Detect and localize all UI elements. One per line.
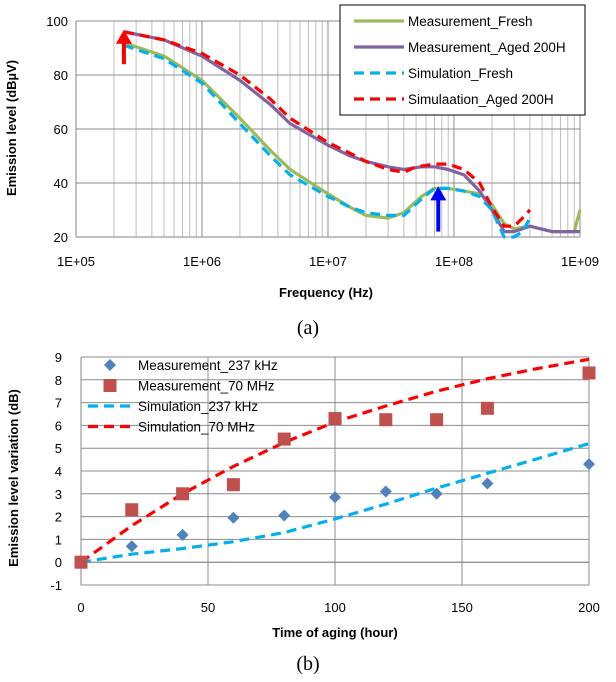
y-tick-label: 8 bbox=[55, 373, 62, 388]
y-tick-label: 2 bbox=[55, 510, 62, 525]
series-line-simulation-fresh bbox=[123, 43, 532, 239]
y-tick-label: 6 bbox=[55, 418, 62, 433]
y-tick-label: 100 bbox=[46, 14, 68, 29]
caption-a: (a) bbox=[297, 317, 319, 339]
legend-label-measurement-237-khz: Measurement_237 kHz bbox=[138, 358, 278, 373]
x-tick-label: 1E+09 bbox=[561, 254, 599, 269]
data-point-measurement-237-khz bbox=[125, 540, 138, 553]
data-point-measurement-70-mhz bbox=[226, 478, 240, 492]
data-point-measurement-70-mhz bbox=[430, 413, 444, 427]
data-point-measurement-70-mhz bbox=[74, 555, 88, 569]
chart-a-legend: Measurement_Fresh Measurement_Aged 200H Si… bbox=[339, 4, 586, 116]
y-tick-label: 80 bbox=[54, 68, 68, 83]
data-point-measurement-70-mhz bbox=[176, 487, 190, 501]
data-point-measurement-70-mhz bbox=[277, 432, 291, 446]
data-point-measurement-237-khz bbox=[481, 477, 494, 490]
chart-a-axes bbox=[75, 21, 580, 238]
data-point-measurement-70-mhz bbox=[328, 412, 342, 426]
data-point-measurement-237-khz bbox=[278, 509, 291, 522]
y-tick-label: 1 bbox=[55, 532, 62, 547]
y-tick-label: 5 bbox=[55, 441, 62, 456]
chart-b-legend: Measurement_237 kHz Measurement_70 MHz Sim… bbox=[88, 358, 278, 435]
data-point-measurement-70-mhz bbox=[125, 503, 139, 517]
annotation-arrow-head bbox=[115, 29, 132, 44]
data-point-measurement-70-mhz bbox=[480, 401, 494, 415]
x-tick-label: 200 bbox=[578, 600, 600, 615]
chart-b-axes bbox=[80, 357, 589, 585]
data-point-measurement-237-khz bbox=[329, 491, 341, 504]
x-tick-label: 100 bbox=[324, 600, 346, 615]
chart-b-x-axis-label: Time of aging (hour) bbox=[272, 625, 397, 640]
x-tick-label: 1E+08 bbox=[435, 254, 473, 269]
annotation-arrow-head bbox=[430, 186, 447, 201]
y-tick-label: 40 bbox=[54, 176, 68, 191]
legend-label-simulation-70-mhz: Simulation_70 MHz bbox=[138, 420, 255, 435]
y-tick-label: 3 bbox=[55, 487, 62, 502]
y-tick-label: 7 bbox=[55, 396, 62, 411]
chart-b-series bbox=[74, 357, 596, 569]
data-point-measurement-237-khz bbox=[379, 485, 392, 498]
data-point-measurement-70-mhz bbox=[379, 413, 393, 427]
y-tick-label: 9 bbox=[55, 350, 62, 365]
legend-swatch-measurement-237-khz bbox=[104, 359, 116, 371]
y-tick-label: -1 bbox=[50, 578, 62, 593]
chart-a-x-axis-label: Frequency (Hz) bbox=[279, 285, 373, 300]
legend-label-measurement-70-mhz: Measurement_70 MHz bbox=[138, 379, 275, 394]
caption-b: (b) bbox=[296, 653, 319, 675]
y-tick-label: 20 bbox=[54, 230, 68, 245]
chart-a-tick-labels: 20 40 60 80 100 1E+05 1E+06 1E+07 1E+08 1E+09 bbox=[46, 14, 599, 269]
legend-label-measurement-aged-200h: Measurement_Aged 200H bbox=[408, 40, 566, 55]
data-point-measurement-237-khz bbox=[227, 511, 240, 524]
chart-b-emission-variation-vs-aging-time: -1 0 1 2 3 4 5 6 7 8 9 0 50 100 150 200 Time of aging (… bbox=[6, 350, 600, 675]
y-tick-label: 4 bbox=[55, 464, 62, 479]
data-point-measurement-237-khz bbox=[583, 458, 595, 471]
x-tick-label: 150 bbox=[451, 600, 473, 615]
chart-a-emission-vs-frequency: 20 40 60 80 100 1E+05 1E+06 1E+07 1E+08 1E+09 Fre… bbox=[4, 4, 599, 339]
data-point-measurement-237-khz bbox=[430, 487, 443, 500]
chart-a-series bbox=[123, 30, 582, 239]
legend-label-measurement-fresh: Measurement_Fresh bbox=[408, 14, 533, 29]
x-tick-label: 1E+07 bbox=[309, 254, 347, 269]
legend-label-simulaation-aged-200h: Simulaation_Aged 200H bbox=[408, 92, 554, 107]
y-tick-label: 0 bbox=[55, 555, 62, 570]
x-tick-label: 1E+05 bbox=[57, 254, 95, 269]
x-tick-label: 1E+06 bbox=[183, 254, 221, 269]
chart-a-annotations bbox=[115, 29, 447, 232]
legend-label-simulation-fresh: Simulation_Fresh bbox=[408, 66, 513, 81]
x-tick-label: 0 bbox=[77, 600, 84, 615]
chart-a-y-axis-label: Emission level (dBµV) bbox=[4, 60, 19, 196]
data-point-measurement-70-mhz bbox=[582, 366, 596, 380]
chart-b-y-axis-label: Emission level variation (dB) bbox=[6, 389, 21, 567]
series-line-simulation-237-khz bbox=[80, 442, 590, 564]
y-tick-label: 60 bbox=[54, 122, 68, 137]
series-line-simulaation-aged-200h bbox=[123, 30, 532, 228]
legend-box bbox=[339, 4, 586, 116]
legend-label-simulation-237-khz: Simulation_237 kHz bbox=[138, 399, 258, 414]
chart-b-tick-labels: -1 0 1 2 3 4 5 6 7 8 9 0 50 100 150 200 bbox=[50, 350, 599, 615]
x-tick-label: 50 bbox=[201, 600, 215, 615]
data-point-measurement-237-khz bbox=[176, 528, 189, 541]
legend-swatch-measurement-70-mhz bbox=[103, 379, 117, 392]
